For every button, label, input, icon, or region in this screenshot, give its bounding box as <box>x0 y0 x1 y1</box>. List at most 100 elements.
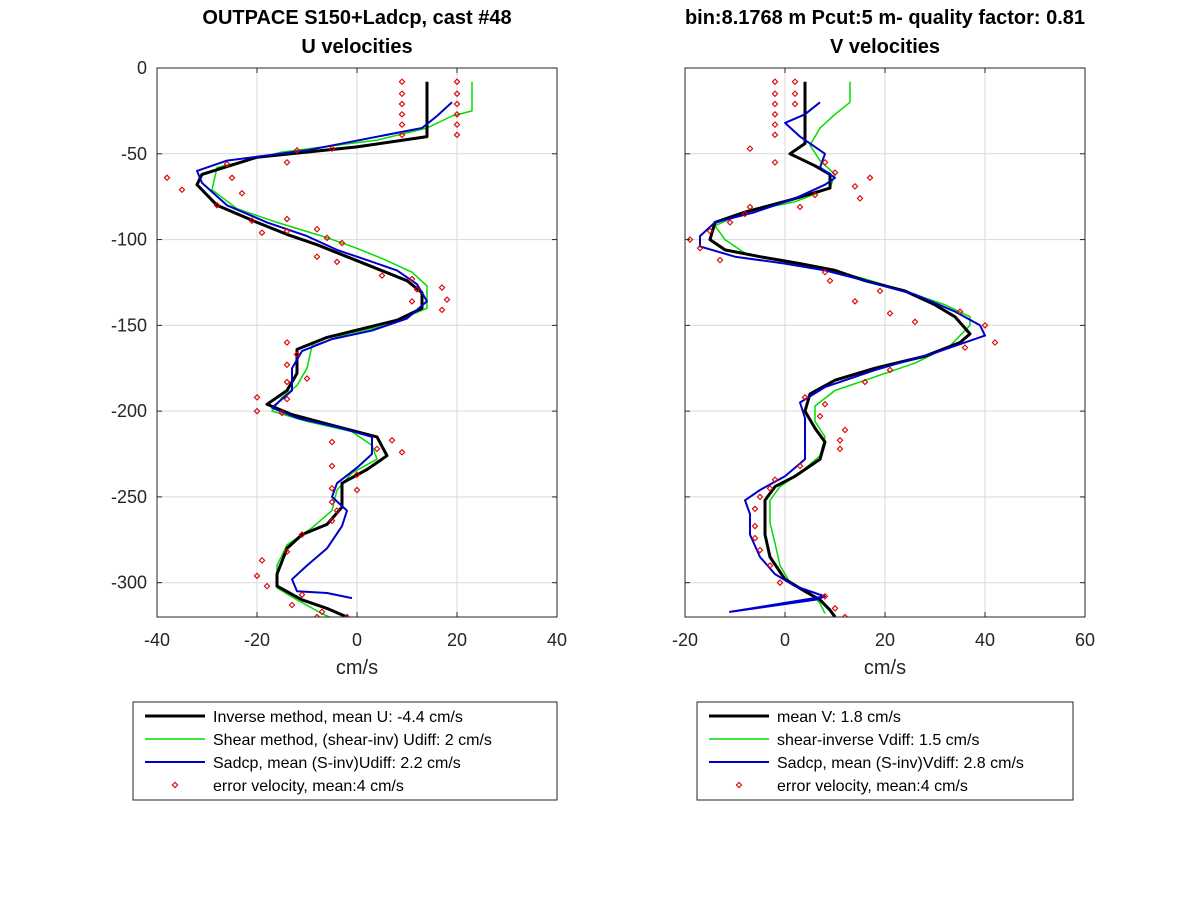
error-point <box>756 493 764 501</box>
error-point <box>288 601 296 609</box>
error-point <box>248 217 256 225</box>
error-point <box>343 613 351 617</box>
right-title-line1: bin:8.1768 m Pcut:5 m- quality factor: 0… <box>685 7 1085 29</box>
error-point <box>751 505 759 513</box>
error-point <box>886 309 894 317</box>
x-tick-label: 0 <box>352 630 362 650</box>
error-point <box>253 572 261 580</box>
series-inverse-line <box>195 81 429 617</box>
error-point <box>851 183 859 190</box>
error-point <box>398 110 406 118</box>
error-point <box>911 318 919 326</box>
error-point <box>283 227 291 235</box>
error-point <box>696 244 704 252</box>
y-tick-label: -50 <box>121 144 147 164</box>
error-point <box>333 258 341 266</box>
error-point <box>841 613 849 617</box>
error-point <box>258 229 266 237</box>
legend-label-error: error velocity, mean:4 cm/s <box>213 778 404 795</box>
x-tick-label: 60 <box>1075 630 1095 650</box>
error-point <box>398 90 406 98</box>
error-point <box>686 236 694 243</box>
error-point <box>716 256 724 264</box>
error-point <box>856 195 864 202</box>
left-title-line1: OUTPACE S150+Ladcp, cast #48 <box>202 7 511 29</box>
data-layer-u <box>163 78 473 617</box>
data-layer-v <box>686 78 999 617</box>
error-point <box>961 344 969 352</box>
error-point <box>453 121 461 128</box>
error-point <box>876 287 884 295</box>
legend-v: mean V: 1.8 cm/s shear-inverse Vdiff: 1.5… <box>696 701 1074 801</box>
error-point <box>333 507 341 515</box>
x-tick-label: 20 <box>447 630 467 650</box>
error-point <box>353 486 361 494</box>
error-point <box>323 234 331 242</box>
error-point <box>821 593 829 600</box>
error-point <box>283 548 291 556</box>
series-shear-line <box>714 81 971 614</box>
error-point <box>293 351 301 358</box>
error-point <box>398 100 406 108</box>
left-title-line2: U velocities <box>301 36 412 58</box>
error-point <box>771 158 779 166</box>
series-sadcp-line <box>699 101 986 613</box>
error-point <box>453 78 461 86</box>
x-tick-label: -20 <box>244 630 270 650</box>
error-point <box>726 219 734 226</box>
error-point <box>408 275 416 283</box>
error-point <box>328 498 336 506</box>
error-point <box>796 203 804 211</box>
error-point <box>771 100 779 108</box>
error-point <box>388 436 396 444</box>
error-point <box>771 476 779 484</box>
error-point <box>821 400 829 408</box>
error-point <box>821 268 829 276</box>
y-tick-label: -200 <box>111 401 147 421</box>
error-point <box>741 210 749 218</box>
error-point <box>981 321 989 329</box>
error-point <box>776 579 784 587</box>
error-point <box>313 613 321 617</box>
error-point <box>303 375 311 382</box>
error-point <box>298 591 306 599</box>
error-point <box>298 531 306 539</box>
error-point <box>283 158 291 166</box>
error-point <box>746 203 754 211</box>
error-point <box>253 407 261 415</box>
error-point <box>836 445 844 453</box>
error-point <box>328 145 336 153</box>
error-point <box>443 296 451 303</box>
error-point <box>821 158 829 166</box>
x-axis-label: cm/s <box>864 657 906 679</box>
error-point <box>438 306 446 314</box>
error-point <box>771 121 779 128</box>
plot-v: -20 0 20 40 60 cm/s <box>672 67 1095 679</box>
error-point <box>453 100 461 108</box>
error-point <box>313 225 321 233</box>
y-tick-label: 0 <box>137 58 147 78</box>
error-point <box>408 297 416 305</box>
error-point <box>398 78 406 86</box>
error-point <box>373 445 381 453</box>
series-sadcp-line <box>196 101 453 600</box>
error-point <box>751 522 759 530</box>
legend-label-inverse: Inverse method, mean U: -4.4 cm/s <box>213 709 463 726</box>
error-point <box>238 189 246 197</box>
error-point <box>413 285 421 293</box>
error-point <box>826 277 834 285</box>
error-point <box>886 366 894 374</box>
error-point <box>328 484 336 492</box>
error-point <box>283 378 291 386</box>
legend-label-inverse: mean V: 1.8 cm/s <box>777 709 901 726</box>
error-point <box>801 394 809 401</box>
error-point <box>836 436 844 444</box>
right-title-line2: V velocities <box>830 36 940 58</box>
error-point <box>353 471 361 478</box>
x-tick-label: 20 <box>875 630 895 650</box>
error-point <box>328 438 336 446</box>
legend-marker-error <box>171 781 179 789</box>
error-point <box>791 100 799 108</box>
x-axis-label: cm/s <box>336 657 378 679</box>
